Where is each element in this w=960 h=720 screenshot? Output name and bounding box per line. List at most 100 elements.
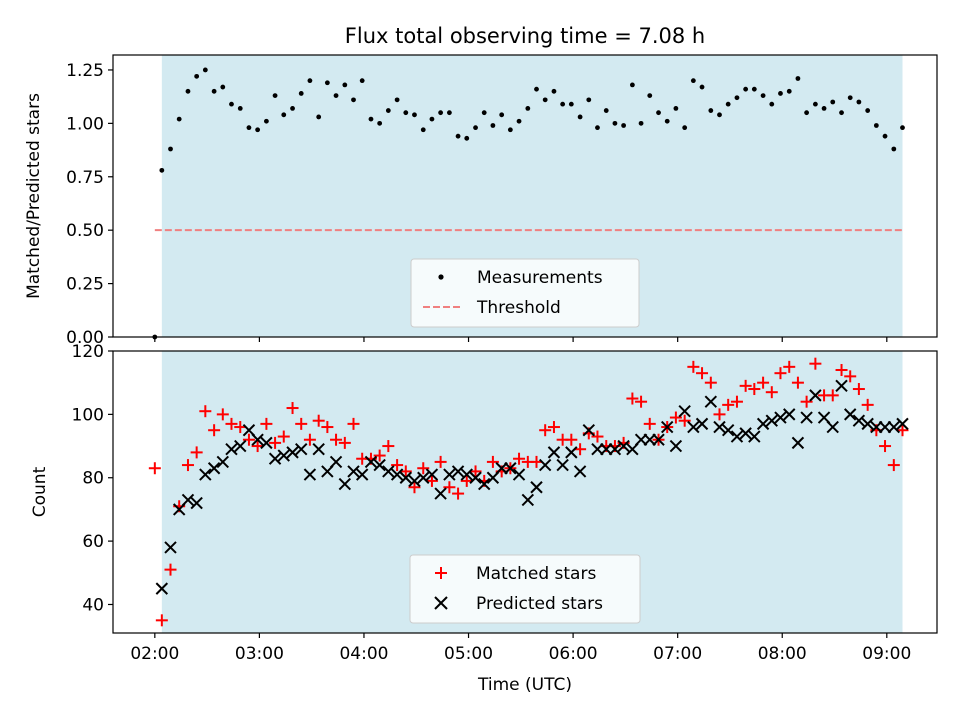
bottom-x-tick-label: 08:00 (758, 644, 807, 664)
matched-star-point (251, 440, 264, 453)
bottom-x-tick-label: 06:00 (549, 644, 598, 664)
predicted-star-point (303, 468, 317, 481)
top-y-axis-label: Matched/Predicted stars (24, 93, 44, 299)
measurement-point (185, 88, 191, 94)
measurement-point (795, 76, 801, 81)
predicted-star-point (355, 468, 369, 481)
matched-star-point (879, 440, 892, 453)
measurement-point (778, 91, 783, 96)
measurement-point (377, 120, 383, 126)
bottom-x-tick-label: 02:00 (130, 644, 179, 664)
predicted-star-point (791, 436, 805, 450)
matched-star-point (181, 459, 194, 472)
matched-star-point (434, 455, 447, 468)
predicted-star-point (504, 462, 517, 475)
measurement-point (839, 110, 844, 116)
predicted-star-point (809, 389, 822, 402)
predicted-star-point (765, 414, 778, 427)
bottom-panel: 40 60 80 100 120 02:00 03:00 04:00 05:00 06:00 07:… (30, 342, 938, 695)
measurement-point (455, 133, 461, 139)
bottom-plot-frame (112, 350, 938, 634)
measurement-point (673, 106, 679, 111)
predicted-star-point (216, 455, 230, 469)
legend-predicted-label: Predicted stars (476, 594, 603, 614)
predicted-star-point (608, 443, 622, 456)
measurement-point (856, 99, 862, 105)
measurement-point (516, 118, 522, 124)
measurement-point (473, 125, 478, 131)
measurement-point (612, 120, 618, 126)
matched-star-point (321, 421, 334, 434)
measurement-point (316, 114, 322, 120)
measurement-point (220, 84, 226, 90)
matched-star-point (861, 398, 874, 411)
legend-measurements-label: Measurements (477, 268, 603, 288)
measurement-point (342, 82, 348, 88)
measurement-point (481, 110, 487, 116)
predicted-star-point (844, 408, 857, 421)
measurement-point (690, 78, 696, 84)
bottom-y-tick-label: 100 (72, 405, 104, 425)
measurement-point (708, 108, 714, 113)
matched-star-point (730, 395, 743, 408)
predicted-star-point (234, 439, 247, 453)
matched-star-point (547, 421, 560, 434)
measurement-point (202, 67, 208, 73)
predicted-star-point (460, 468, 473, 481)
measurement-point (734, 95, 740, 101)
matched-star-point (739, 379, 752, 392)
matched-star-point (635, 395, 648, 408)
measurement-point (324, 80, 330, 86)
matched-star-point (242, 433, 255, 446)
measurement-point (830, 99, 836, 105)
top-y-tick-label: 0.50 (66, 221, 104, 241)
predicted-star-point (721, 424, 735, 437)
matched-star-point (486, 455, 499, 468)
measurement-point (891, 146, 897, 152)
predicted-star-point (652, 433, 665, 446)
matched-star-point (208, 424, 221, 437)
measurement-point (211, 88, 217, 94)
predicted-star-point (887, 420, 901, 434)
matched-star-point (844, 370, 857, 383)
measurement-point (438, 110, 444, 116)
measurement-point (560, 101, 566, 107)
matched-star-point (460, 474, 473, 487)
top-y-tick-label: 0.75 (66, 168, 104, 188)
measurement-point (865, 108, 871, 113)
matched-star-point (190, 446, 203, 459)
predicted-star-point (390, 468, 404, 481)
measurement-point (464, 135, 470, 141)
predicted-star-point (155, 582, 169, 595)
matched-star-point (748, 383, 761, 396)
predicted-star-point (408, 474, 421, 488)
matched-star-point (530, 455, 543, 468)
measurement-point (629, 82, 635, 88)
measurement-point (385, 108, 391, 113)
measurement-point (847, 95, 853, 101)
predicted-star-point (582, 424, 595, 437)
matched-star-point (347, 417, 360, 430)
matched-star-point (678, 414, 691, 427)
legend-predicted-marker (434, 596, 448, 610)
count-points (148, 357, 909, 627)
measurement-point (647, 93, 653, 98)
measurement-point (281, 112, 287, 118)
measurement-point (664, 118, 670, 124)
matched-star-point (330, 433, 343, 446)
predicted-star-point (286, 446, 299, 459)
measurement-point (699, 84, 705, 90)
matched-star-point (148, 462, 161, 475)
chart-title: Flux total observing time = 7.08 h (345, 24, 705, 48)
matched-star-point (783, 360, 796, 373)
matched-star-point (277, 430, 290, 443)
matched-star-point (425, 474, 438, 487)
measurement-point (751, 86, 757, 92)
measurement-point (577, 114, 583, 120)
bottom-legend-box (409, 554, 641, 624)
measurement-point (351, 97, 356, 103)
predicted-star-point (669, 439, 683, 453)
measurement-point (168, 146, 173, 152)
predicted-star-point (835, 379, 848, 393)
matched-star-point (216, 408, 229, 421)
